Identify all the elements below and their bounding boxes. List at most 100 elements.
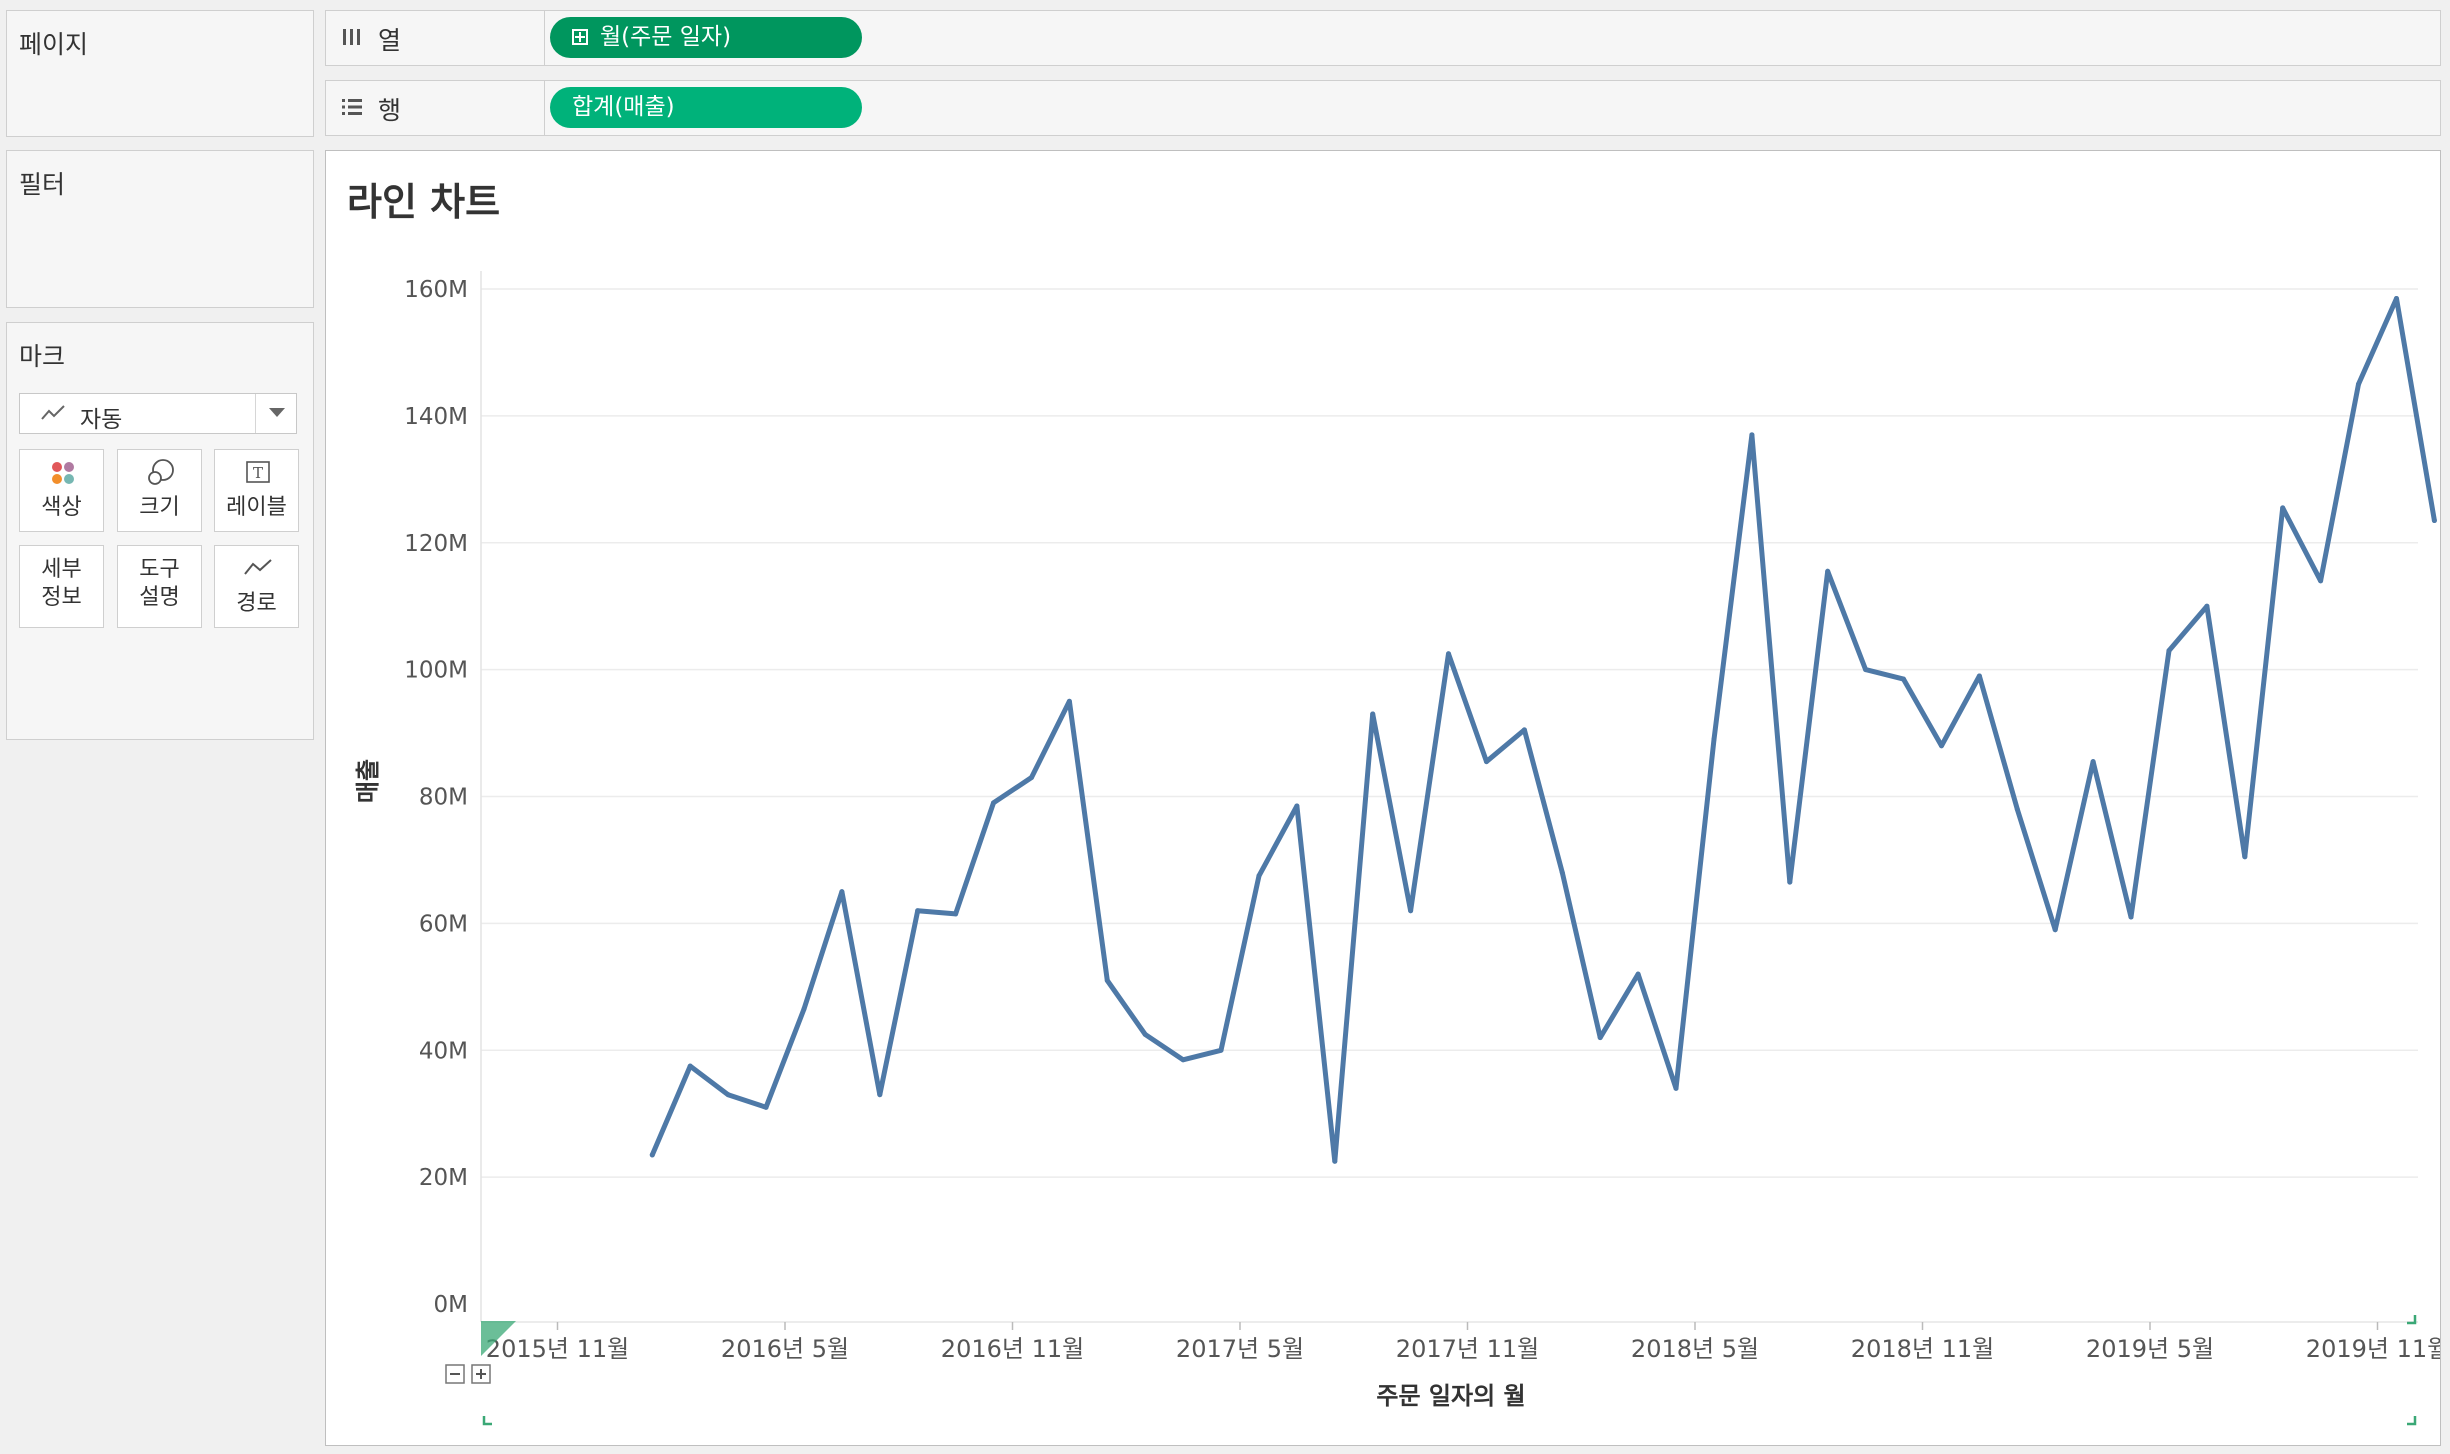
chart-title: 라인 차트: [347, 180, 501, 224]
rows-icon: [340, 95, 364, 123]
y-tick-label: 0M: [434, 1292, 468, 1318]
data-point: [1825, 568, 1831, 574]
path-card-label: 경로: [236, 591, 277, 616]
columns-shelf[interactable]: 열 월(주문 일자): [325, 10, 2441, 66]
columns-pill[interactable]: 월(주문 일자): [550, 17, 862, 58]
x-axis-title: 주문 일자의 월: [1376, 1382, 1525, 1410]
size-card-label: 크기: [139, 495, 180, 520]
svg-text:T: T: [253, 464, 263, 482]
label-card-label: 레이블: [226, 495, 287, 520]
color-card-label: 색상: [41, 495, 82, 520]
color-card[interactable]: 색상: [19, 449, 104, 532]
x-tick-label: 2016년 5월: [721, 1335, 849, 1363]
x-tick-label: 2017년 5월: [1176, 1335, 1304, 1363]
mark-type-label: 자동: [80, 407, 123, 433]
data-point: [1180, 1057, 1186, 1063]
data-point: [801, 1006, 807, 1012]
data-point: [1142, 1031, 1148, 1037]
data-point: [1976, 673, 1982, 679]
corner-bracket-tr: [2407, 1315, 2417, 1325]
data-point: [1635, 971, 1641, 977]
data-point: [1332, 1158, 1338, 1164]
data-point: [1559, 870, 1565, 876]
data-point: [1711, 736, 1717, 742]
y-tick-label: 120M: [404, 531, 468, 557]
data-point: [2318, 578, 2324, 584]
data-point: [2052, 927, 2058, 933]
path-line-icon: [215, 554, 298, 584]
size-circles-icon: [118, 458, 201, 488]
filters-panel: 필터: [6, 150, 314, 308]
mark-type-dropdown[interactable]: 자동: [19, 393, 297, 434]
x-tick-label: 2016년 11월: [941, 1335, 1084, 1363]
data-point: [1787, 879, 1793, 885]
rows-shelf[interactable]: 행 합계(매출): [325, 80, 2441, 136]
filters-panel-title: 필터: [19, 170, 66, 199]
y-tick-label: 60M: [419, 911, 468, 937]
detail-card[interactable]: 세부 정보: [19, 545, 104, 628]
data-point: [2431, 518, 2437, 524]
marks-panel-title: 마크: [19, 342, 66, 371]
expand-plus-icon[interactable]: [572, 29, 588, 45]
dropdown-divider: [255, 394, 256, 433]
data-point: [1104, 977, 1110, 983]
y-tick-label: 100M: [404, 658, 468, 684]
data-point: [725, 1092, 731, 1098]
data-point: [1446, 651, 1452, 657]
y-tick-label: 140M: [404, 404, 468, 430]
data-point: [1938, 743, 1944, 749]
data-point: [991, 800, 997, 806]
data-point: [1597, 1035, 1603, 1041]
columns-pill-label: 월(주문 일자): [600, 24, 732, 50]
data-point: [763, 1104, 769, 1110]
tooltip-card-label-line1: 도구: [139, 557, 180, 582]
corner-bracket-bl: [482, 1416, 492, 1426]
sales-line: [649, 296, 2437, 1164]
data-point: [2280, 505, 2286, 511]
data-point: [1483, 759, 1489, 765]
y-axis-title: 매출: [354, 759, 382, 803]
data-point: [2356, 381, 2362, 387]
label-card[interactable]: T 레이블: [214, 449, 299, 532]
path-card[interactable]: 경로: [214, 545, 299, 628]
data-point: [1218, 1047, 1224, 1053]
x-tick-label: 2019년 5월: [2086, 1335, 2214, 1363]
pages-panel: 페이지: [6, 10, 314, 137]
rows-pill[interactable]: 합계(매출): [550, 87, 862, 128]
detail-card-label-line1: 세부: [41, 557, 82, 582]
line-mark-icon: [40, 401, 66, 429]
text-label-icon: T: [215, 458, 298, 488]
data-point: [1028, 774, 1034, 780]
tooltip-card-label-line2: 설명: [139, 585, 180, 610]
y-tick-label: 80M: [419, 785, 468, 811]
data-point: [1901, 676, 1907, 682]
y-tick-label: 160M: [404, 277, 468, 303]
chevron-down-icon[interactable]: [269, 408, 285, 417]
x-tick-label: 2015년 11월: [486, 1335, 629, 1363]
columns-icon: [340, 25, 364, 53]
detail-card-label: 세부 정보: [20, 556, 103, 612]
data-point: [1408, 908, 1414, 914]
data-point: [915, 908, 921, 914]
x-tick-label: 2019년 11월: [2306, 1335, 2440, 1363]
data-point: [2393, 296, 2399, 302]
chart-panel: 라인 차트 0M 20M 40M 60M 80M 100M 120M 140M 160M 2015…: [325, 150, 2441, 1446]
columns-shelf-label: 열: [326, 11, 545, 65]
size-card[interactable]: 크기: [117, 449, 202, 532]
data-point: [1521, 727, 1527, 733]
rows-shelf-text: 행: [378, 96, 402, 125]
data-point: [2166, 648, 2172, 654]
tooltip-card[interactable]: 도구 설명: [117, 545, 202, 628]
data-point: [2090, 759, 2096, 765]
tooltip-card-label: 도구 설명: [118, 556, 201, 612]
detail-card-label-line2: 정보: [41, 585, 82, 610]
data-point: [1294, 803, 1300, 809]
corner-bracket-br: [2407, 1416, 2417, 1426]
pages-panel-title: 페이지: [19, 30, 89, 59]
rows-shelf-label: 행: [326, 81, 545, 135]
data-point: [649, 1152, 655, 1158]
data-point: [1863, 667, 1869, 673]
data-point: [687, 1063, 693, 1069]
marks-panel: 마크 자동 색상 크기 T: [6, 322, 314, 740]
data-point: [2204, 603, 2210, 609]
